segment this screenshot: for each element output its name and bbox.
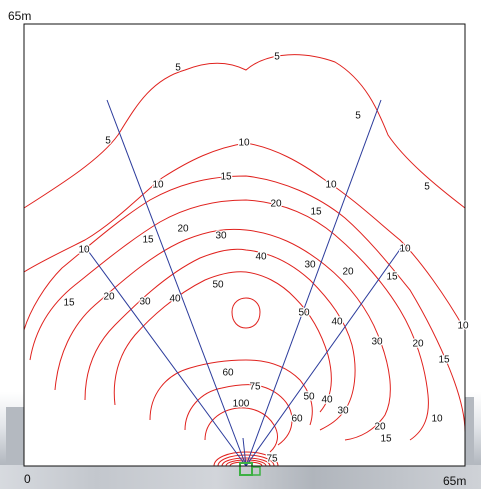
contour-30 <box>54 228 391 441</box>
contour-label-15: 15 <box>63 298 75 309</box>
contour-label-30: 30 <box>371 337 383 348</box>
contour-label-15: 15 <box>142 235 154 246</box>
axis-label-origin: 0 <box>24 472 31 486</box>
contour-75 <box>184 384 293 446</box>
contour-near-1 <box>213 451 279 467</box>
contour-label-5: 5 <box>355 111 361 122</box>
contour-label-10: 10 <box>152 180 164 191</box>
contour-label-5: 5 <box>105 136 111 147</box>
contour-label-20: 20 <box>270 199 282 210</box>
contour-label-5: 5 <box>274 52 280 63</box>
contour-label-10: 10 <box>238 138 250 149</box>
contour-40 <box>84 248 356 431</box>
ray-line <box>106 99 247 467</box>
contour-label-30: 30 <box>215 231 227 242</box>
axis-label-right: 65m <box>443 474 467 488</box>
contour-20 <box>29 199 429 441</box>
ray-line <box>245 247 402 467</box>
contour-label-15: 15 <box>438 355 450 366</box>
contour-label-30: 30 <box>139 297 151 308</box>
plot-background <box>24 24 465 466</box>
contour-label-75: 75 <box>266 454 278 465</box>
skyline-building <box>6 407 24 467</box>
contour-label-10: 10 <box>431 414 443 425</box>
contour-label-50: 50 <box>303 392 315 403</box>
contour-label-10: 10 <box>325 180 337 191</box>
contour-lines <box>23 54 466 467</box>
contour-50 <box>113 271 332 413</box>
plot-frame <box>23 23 466 467</box>
contour-label-30: 30 <box>304 260 316 271</box>
contour-label-10: 10 <box>457 321 469 332</box>
contour-label-30: 30 <box>337 406 349 417</box>
contour-label-100: 100 <box>233 399 250 410</box>
ray-line <box>245 99 382 467</box>
contour-label-15: 15 <box>380 434 392 445</box>
contour-label-20: 20 <box>103 292 115 303</box>
contour-label-75: 75 <box>249 382 261 393</box>
ray-line <box>242 437 247 467</box>
contour-label-15: 15 <box>310 207 322 218</box>
ray-line <box>85 247 247 467</box>
contour-near-4 <box>225 459 267 467</box>
contour-label-50: 50 <box>298 308 310 319</box>
contour-100 <box>204 407 278 453</box>
contour-label-20: 20 <box>177 224 189 235</box>
contour-label-20: 20 <box>342 267 354 278</box>
contour-60 <box>149 359 313 426</box>
contour-15 <box>23 175 466 433</box>
contour-label-60: 60 <box>222 368 234 379</box>
contour-label-50: 50 <box>212 280 224 291</box>
contour-near-3 <box>221 457 271 467</box>
contour-label-10: 10 <box>78 245 90 256</box>
contour-5 <box>23 54 466 209</box>
contour-label-5: 5 <box>424 182 430 193</box>
contour-label-40: 40 <box>169 294 181 305</box>
contour-label-10: 10 <box>399 244 411 255</box>
contour-50-island <box>231 297 261 329</box>
ray-lines <box>85 99 402 467</box>
contour-near-2 <box>217 454 275 467</box>
green-square-sensor-icon-secondary <box>251 466 261 476</box>
contour-label-40: 40 <box>331 317 343 328</box>
contour-label-60: 60 <box>291 414 303 425</box>
contour-label-40: 40 <box>321 395 333 406</box>
contour-label-5: 5 <box>175 63 181 74</box>
contour-label-15: 15 <box>386 272 398 283</box>
contour-10 <box>23 142 466 331</box>
axis-label-top: 65m <box>8 9 32 23</box>
contour-label-20: 20 <box>412 339 424 350</box>
contour-label-40: 40 <box>255 252 267 263</box>
contour-label-20: 20 <box>374 422 386 433</box>
contour-label-15: 15 <box>220 172 232 183</box>
